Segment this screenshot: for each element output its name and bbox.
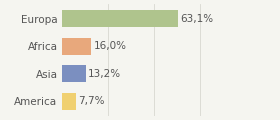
Bar [62,10,178,27]
Bar [62,93,76,110]
Text: 13,2%: 13,2% [88,69,121,79]
Bar [62,65,86,82]
Text: 63,1%: 63,1% [180,14,213,24]
Text: 7,7%: 7,7% [78,96,104,106]
Text: 16,0%: 16,0% [93,41,126,51]
Bar [62,38,91,55]
